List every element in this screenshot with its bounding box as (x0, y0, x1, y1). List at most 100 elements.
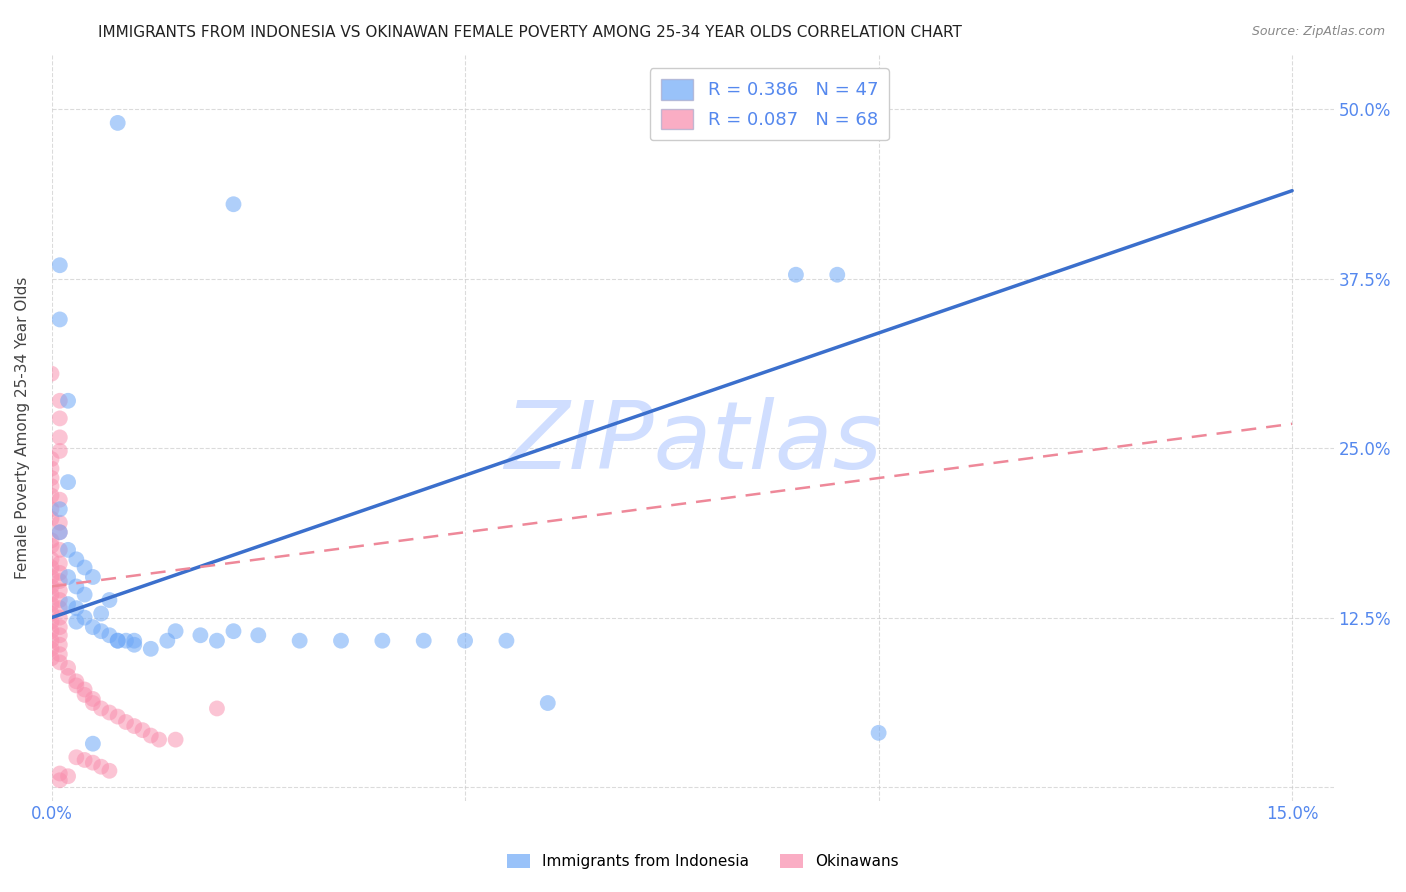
Point (148, 732, 170, 747)
Point (49, 525, 72, 540)
Point (41, 479, 63, 493)
Point (156, 633, 179, 648)
Point (56, 769, 79, 783)
Point (41, 539, 63, 553)
Point (371, 633, 394, 648)
Legend: Immigrants from Indonesia, Okinawans: Immigrants from Indonesia, Okinawans (501, 847, 905, 875)
Text: ZIPatlas: ZIPatlas (503, 397, 882, 488)
Point (122, 633, 145, 648)
Point (82, 570, 104, 584)
Point (49, 492, 72, 507)
Point (205, 633, 228, 648)
Point (56, 661, 79, 675)
Point (107, 633, 129, 648)
Point (49, 593, 72, 607)
Point (65, 750, 87, 764)
Point (41, 641, 63, 656)
Point (73, 682, 96, 697)
Point (49, 444, 72, 458)
Point (454, 633, 477, 648)
Point (49, 656, 72, 670)
Point (82, 696, 104, 710)
Text: IMMIGRANTS FROM INDONESIA VS OKINAWAN FEMALE POVERTY AMONG 25-34 YEAR OLDS CORRE: IMMIGRANTS FROM INDONESIA VS OKINAWAN FE… (98, 25, 962, 40)
Point (49, 638, 72, 652)
Point (139, 641, 162, 656)
Point (49, 773, 72, 788)
Point (49, 525, 72, 540)
Point (49, 610, 72, 624)
Point (41, 461, 63, 475)
Point (73, 610, 96, 624)
Point (41, 471, 63, 485)
Point (49, 411, 72, 425)
Point (49, 628, 72, 642)
Point (868, 726, 890, 740)
Point (90, 760, 112, 774)
Point (49, 583, 72, 598)
Point (785, 268, 807, 282)
Point (222, 624, 245, 639)
Point (49, 620, 72, 634)
Point (41, 588, 63, 602)
Point (56, 597, 79, 611)
Point (65, 678, 87, 692)
Point (56, 393, 79, 408)
Point (56, 570, 79, 584)
Point (49, 516, 72, 530)
Point (73, 560, 96, 574)
Point (82, 692, 104, 706)
Point (107, 633, 129, 648)
Point (41, 579, 63, 593)
Point (115, 714, 138, 729)
Point (495, 633, 517, 648)
Point (98, 764, 121, 778)
Point (90, 624, 112, 639)
Point (82, 620, 104, 634)
Point (205, 701, 228, 715)
Point (65, 674, 87, 689)
Point (65, 615, 87, 629)
Point (41, 502, 63, 516)
Legend: R = 0.386   N = 47, R = 0.087   N = 68: R = 0.386 N = 47, R = 0.087 N = 68 (650, 68, 889, 140)
Point (49, 430, 72, 444)
Point (122, 719, 145, 733)
Point (330, 633, 353, 648)
Point (190, 628, 212, 642)
Point (90, 701, 112, 715)
Point (41, 552, 63, 566)
Point (222, 197, 245, 211)
Point (49, 393, 72, 408)
Point (41, 607, 63, 621)
Point (82, 756, 104, 770)
Point (56, 475, 79, 489)
Point (107, 709, 129, 723)
Point (41, 633, 63, 648)
Point (165, 732, 187, 747)
Point (49, 601, 72, 615)
Point (49, 647, 72, 661)
Point (122, 638, 145, 652)
Point (56, 669, 79, 683)
Point (115, 633, 138, 648)
Point (41, 533, 63, 548)
Point (82, 737, 104, 751)
Point (98, 593, 121, 607)
Point (73, 588, 96, 602)
Point (412, 633, 434, 648)
Point (49, 542, 72, 557)
Point (49, 557, 72, 571)
Point (288, 633, 311, 648)
Point (41, 651, 63, 665)
Point (165, 624, 187, 639)
Point (41, 570, 63, 584)
Point (65, 601, 87, 615)
Point (41, 367, 63, 381)
Point (49, 312, 72, 326)
Point (56, 542, 79, 557)
Point (41, 615, 63, 629)
Point (247, 628, 270, 642)
Point (90, 607, 112, 621)
Point (41, 511, 63, 525)
Point (131, 723, 153, 738)
Point (73, 688, 96, 702)
